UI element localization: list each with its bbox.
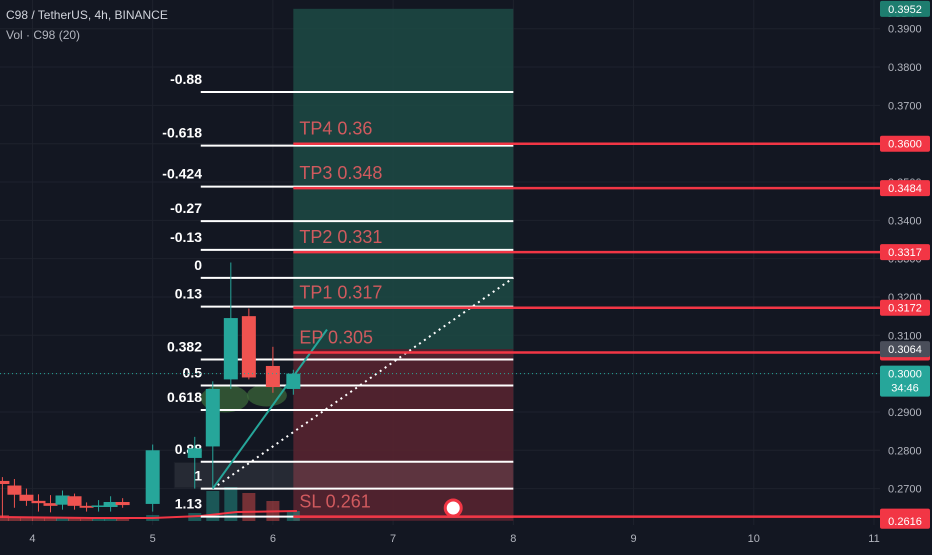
target-price-badge[interactable] [880, 299, 930, 316]
dotted-trend-line[interactable] [212, 277, 514, 490]
candle-body[interactable] [0, 480, 10, 484]
time-axis[interactable] [0, 525, 932, 550]
target-price-badge-text: 0.3600 [888, 139, 922, 151]
y-tick-label: 0.3400 [888, 215, 922, 227]
target-price-badge-text: 0.3484 [888, 183, 922, 195]
x-tick-label: 9 [630, 533, 636, 545]
candle-body[interactable] [19, 494, 34, 501]
candle-body[interactable] [79, 505, 94, 508]
fib-level-label: 0.618 [167, 389, 202, 405]
profit-zone[interactable] [293, 8, 514, 350]
candle-body[interactable] [223, 318, 238, 380]
candle-body[interactable] [265, 365, 280, 388]
fib-level-label: -0.618 [162, 125, 202, 141]
target-price-badge[interactable] [880, 244, 930, 261]
y-tick-label: 0.2800 [888, 445, 922, 457]
volume-bar [7, 517, 21, 521]
fib-level-label: 1.13 [175, 496, 202, 512]
volume-bar [80, 519, 94, 521]
volume-bar [116, 519, 130, 521]
fib-level-label: 0 [194, 257, 202, 273]
axis-price-badge-text: 0.2616 [888, 516, 922, 528]
axis-price-badge-text: 0.3952 [888, 4, 922, 16]
y-tick-label: 0.3100 [888, 330, 922, 342]
candle-body[interactable] [55, 495, 70, 505]
current-price-badge[interactable] [880, 365, 930, 397]
y-tick-label: 0.3700 [888, 100, 922, 112]
fib-level-label: -0.88 [170, 71, 202, 87]
target-label: TP1 0.317 [299, 283, 382, 303]
candle-body[interactable] [205, 388, 220, 447]
axis-price-badge[interactable] [880, 341, 930, 358]
candle-body[interactable] [115, 502, 130, 506]
x-tick-label: 8 [510, 533, 516, 545]
volume-bar [92, 519, 106, 521]
fib-level-label: 0.382 [167, 338, 202, 354]
event-flag-icon[interactable] [443, 498, 463, 518]
x-tick-label: 5 [150, 533, 156, 545]
fib-level-label: 0.13 [175, 286, 202, 302]
target-price-badge-text: 0.3172 [888, 303, 922, 315]
target-label: TP2 0.331 [299, 227, 382, 247]
x-tick-label: 6 [270, 533, 276, 545]
target-label: TP3 0.348 [299, 163, 382, 183]
volume-bar [104, 519, 118, 521]
candle-body[interactable] [187, 448, 202, 458]
axis-price-badge[interactable] [880, 512, 930, 529]
candle-body[interactable] [145, 450, 160, 504]
target-label: SL 0.261 [299, 492, 370, 512]
target-label: TP4 0.36 [299, 119, 372, 139]
volume-ma-line [0, 510, 297, 519]
range-box[interactable] [173, 462, 514, 489]
candle-body[interactable] [43, 503, 58, 506]
target-price-badge[interactable] [880, 180, 930, 197]
candle-body[interactable] [241, 316, 256, 378]
x-tick-label: 7 [390, 533, 396, 545]
y-tick-label: 0.3800 [888, 62, 922, 74]
candle-body[interactable] [286, 373, 301, 389]
y-tick-label: 0.2700 [888, 484, 922, 496]
volume-bar [43, 517, 57, 521]
volume-bar [31, 517, 45, 521]
target-label: EP 0.305 [299, 328, 373, 348]
volume-indicator-label: Vol · C98 (20) [6, 28, 81, 42]
target-price-badge[interactable] [880, 135, 930, 152]
price-axis[interactable] [880, 0, 932, 550]
candle-body[interactable] [7, 485, 22, 495]
chart-title: C98 / TetherUS, 4h, BINANCE [6, 8, 168, 22]
loss-zone[interactable] [293, 349, 514, 521]
bar-countdown-text: 34:46 [891, 383, 919, 395]
fib-level-label: 1 [194, 468, 202, 484]
candle-body[interactable] [31, 500, 46, 504]
x-tick-label: 10 [748, 533, 760, 545]
axis-price-badge[interactable] [880, 0, 930, 17]
x-tick-label: 11 [868, 533, 879, 545]
rising-trend-line[interactable] [211, 328, 328, 490]
candle-body[interactable] [103, 502, 118, 507]
y-tick-label: 0.2900 [888, 407, 922, 419]
volume-bar [56, 518, 70, 521]
y-tick-label: 0.3900 [888, 24, 922, 36]
volume-bar [68, 518, 82, 521]
candle-body[interactable] [67, 496, 82, 506]
fib-level-label: 0.5 [183, 365, 203, 381]
fib-level-label: -0.27 [170, 200, 202, 216]
fib-level-label: -0.13 [170, 229, 202, 245]
target-price-badge-text: 0.3317 [888, 247, 922, 259]
current-price-text: 0.3000 [888, 369, 922, 381]
axis-price-badge-text: 0.3064 [888, 344, 922, 356]
volume-bar [19, 518, 33, 521]
candle-body[interactable] [91, 505, 106, 507]
x-tick-label: 4 [29, 533, 35, 545]
fib-level-label: -0.424 [162, 166, 202, 182]
volume-bar [242, 493, 256, 521]
